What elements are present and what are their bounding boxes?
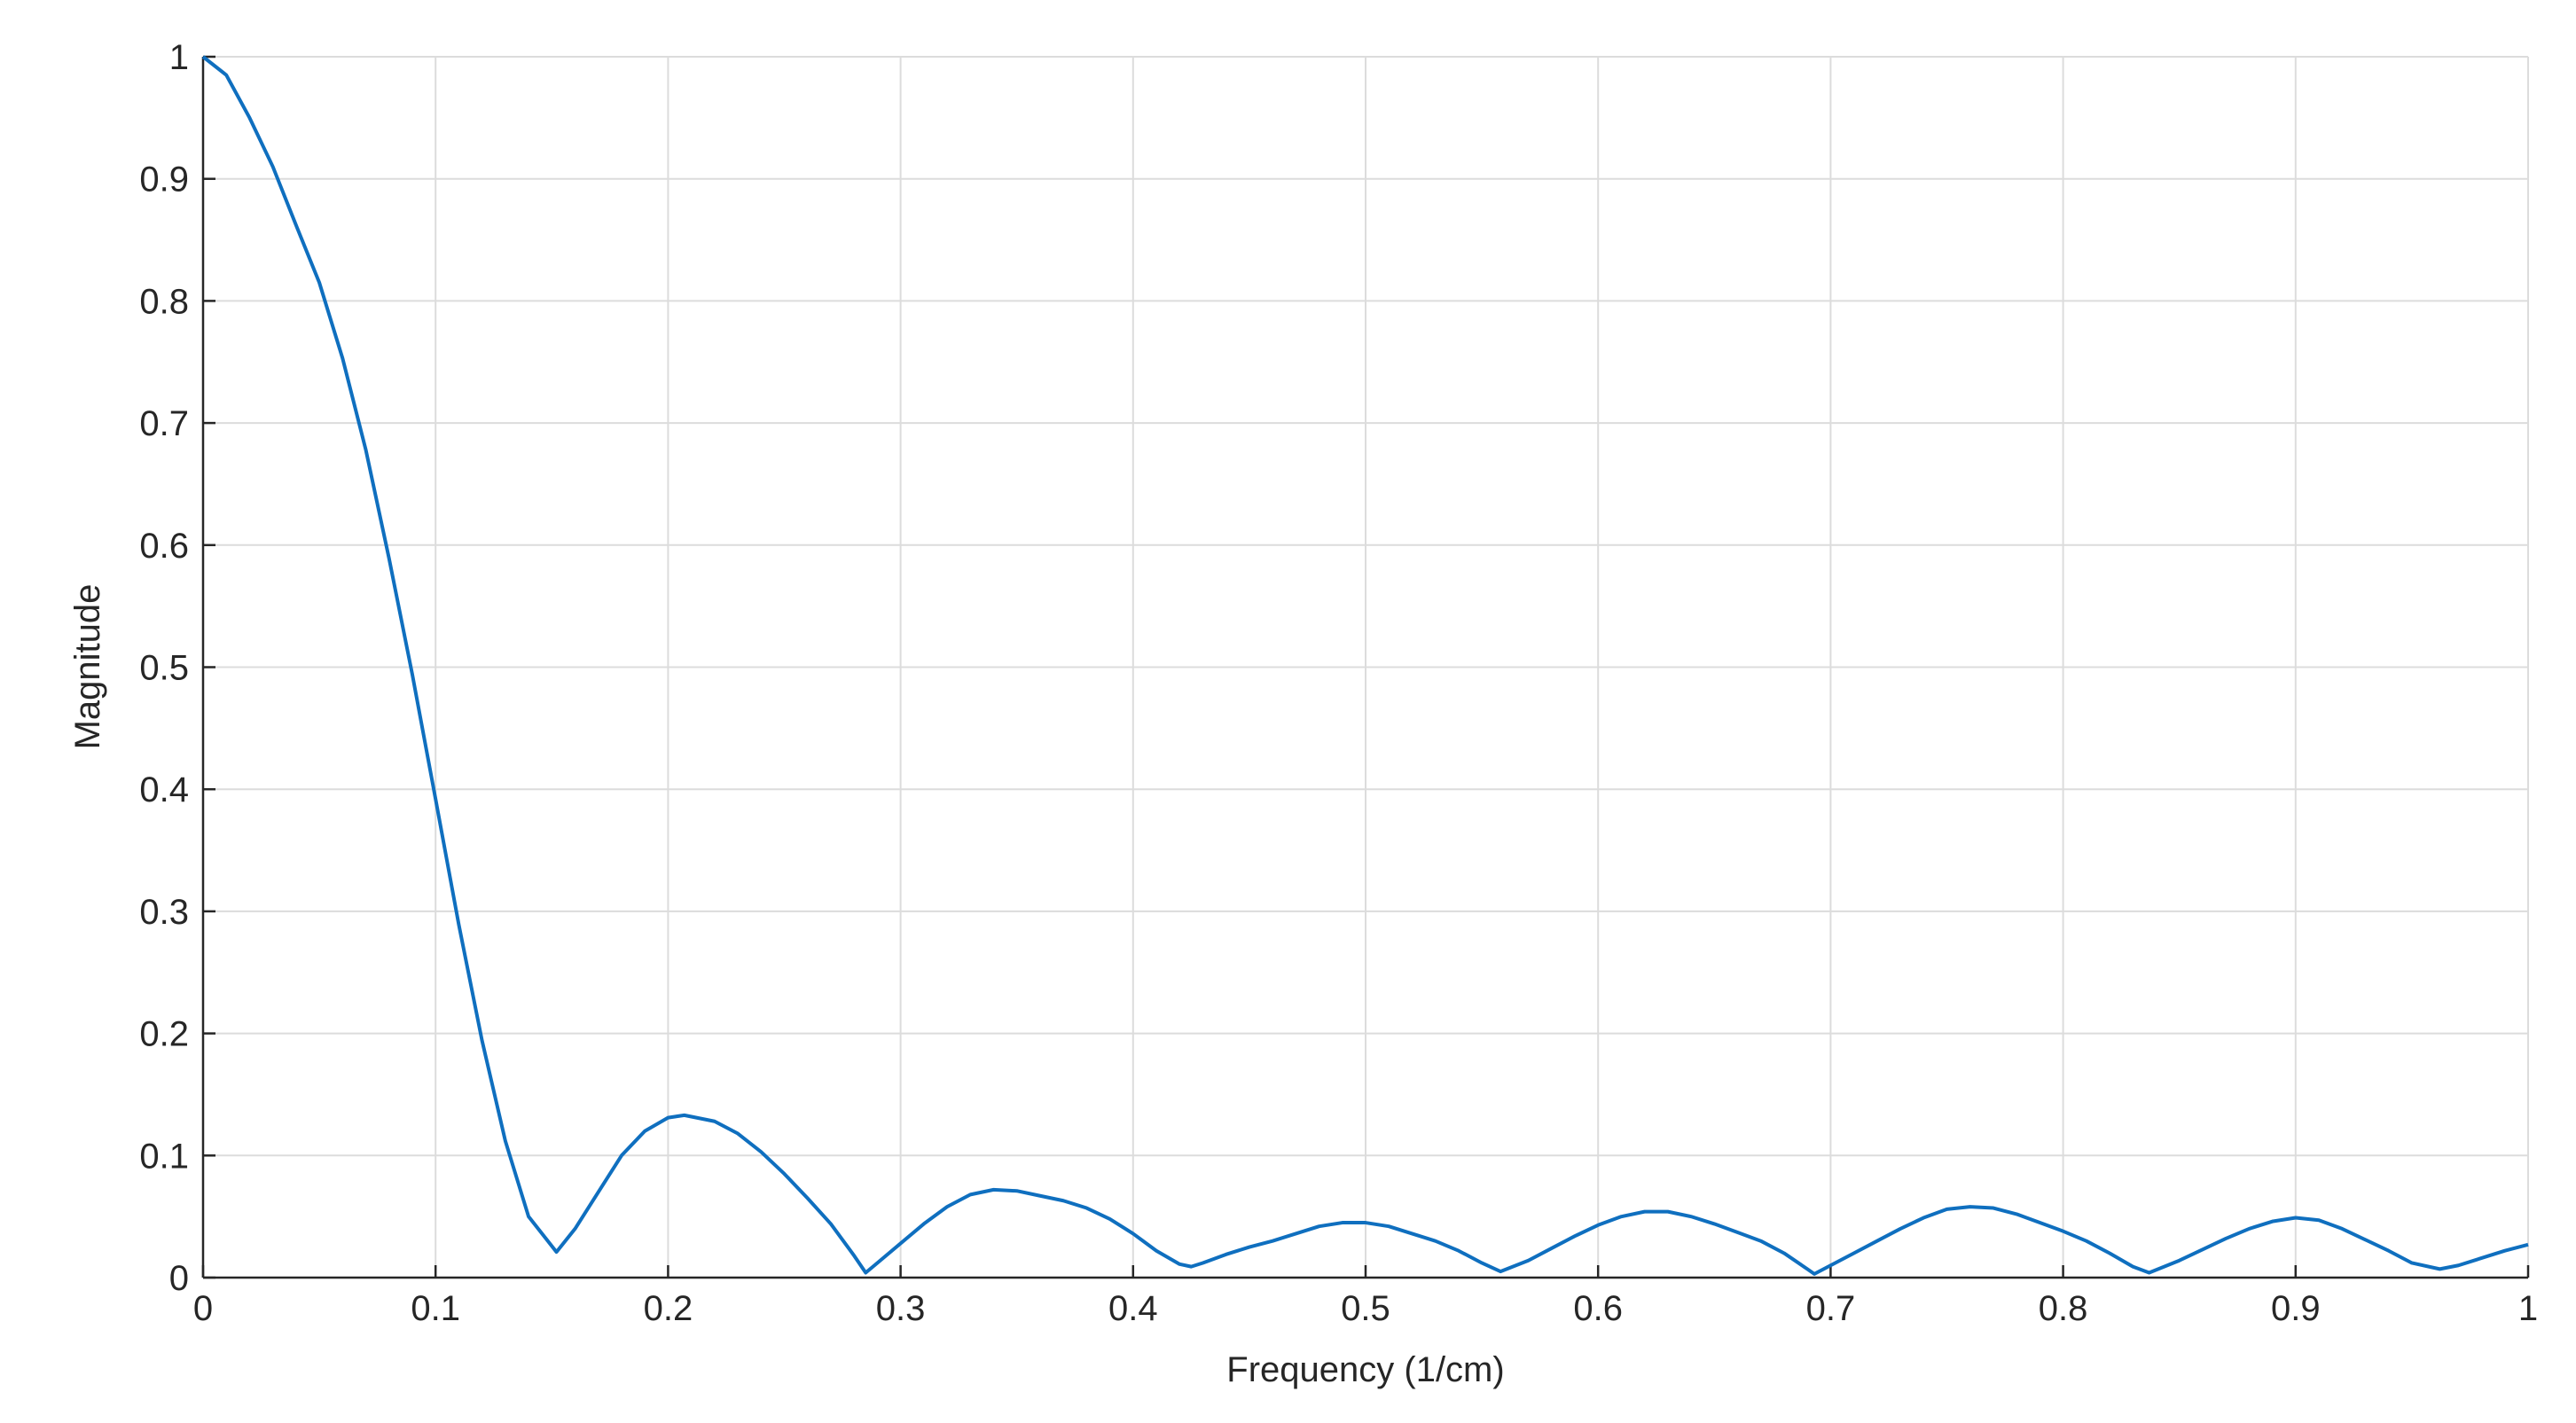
x-tick-label: 0.2 <box>644 1289 693 1328</box>
y-tick-label: 0.7 <box>139 404 189 443</box>
x-tick-label: 0 <box>193 1289 213 1328</box>
x-tick-label: 0.8 <box>2039 1289 2088 1328</box>
x-tick-label: 0.9 <box>2271 1289 2321 1328</box>
y-tick-label: 0.5 <box>139 649 189 688</box>
x-tick-label: 0.6 <box>1573 1289 1623 1328</box>
x-tick-label: 0.4 <box>1108 1289 1158 1328</box>
x-tick-label: 1 <box>2518 1289 2538 1328</box>
x-tick-label: 0.7 <box>1806 1289 1856 1328</box>
y-axis-label: Magnitude <box>68 584 107 750</box>
y-tick-label: 0.6 <box>139 527 189 566</box>
y-tick-label: 1 <box>169 38 189 77</box>
y-tick-label: 0.4 <box>139 770 189 809</box>
line-series <box>201 55 2529 1276</box>
x-tick-label: 0.3 <box>876 1289 926 1328</box>
x-axis-label: Frequency (1/cm) <box>1226 1350 1504 1389</box>
y-tick-label: 0.8 <box>139 282 189 321</box>
x-tick-label: 0.1 <box>411 1289 460 1328</box>
y-tick-label: 0.9 <box>139 160 189 199</box>
x-tick-label: 0.5 <box>1341 1289 1390 1328</box>
y-tick-label: 0.1 <box>139 1137 189 1176</box>
y-tick-label: 0.2 <box>139 1015 189 1054</box>
y-tick-label: 0 <box>169 1259 189 1298</box>
y-tick-label: 0.3 <box>139 893 189 932</box>
